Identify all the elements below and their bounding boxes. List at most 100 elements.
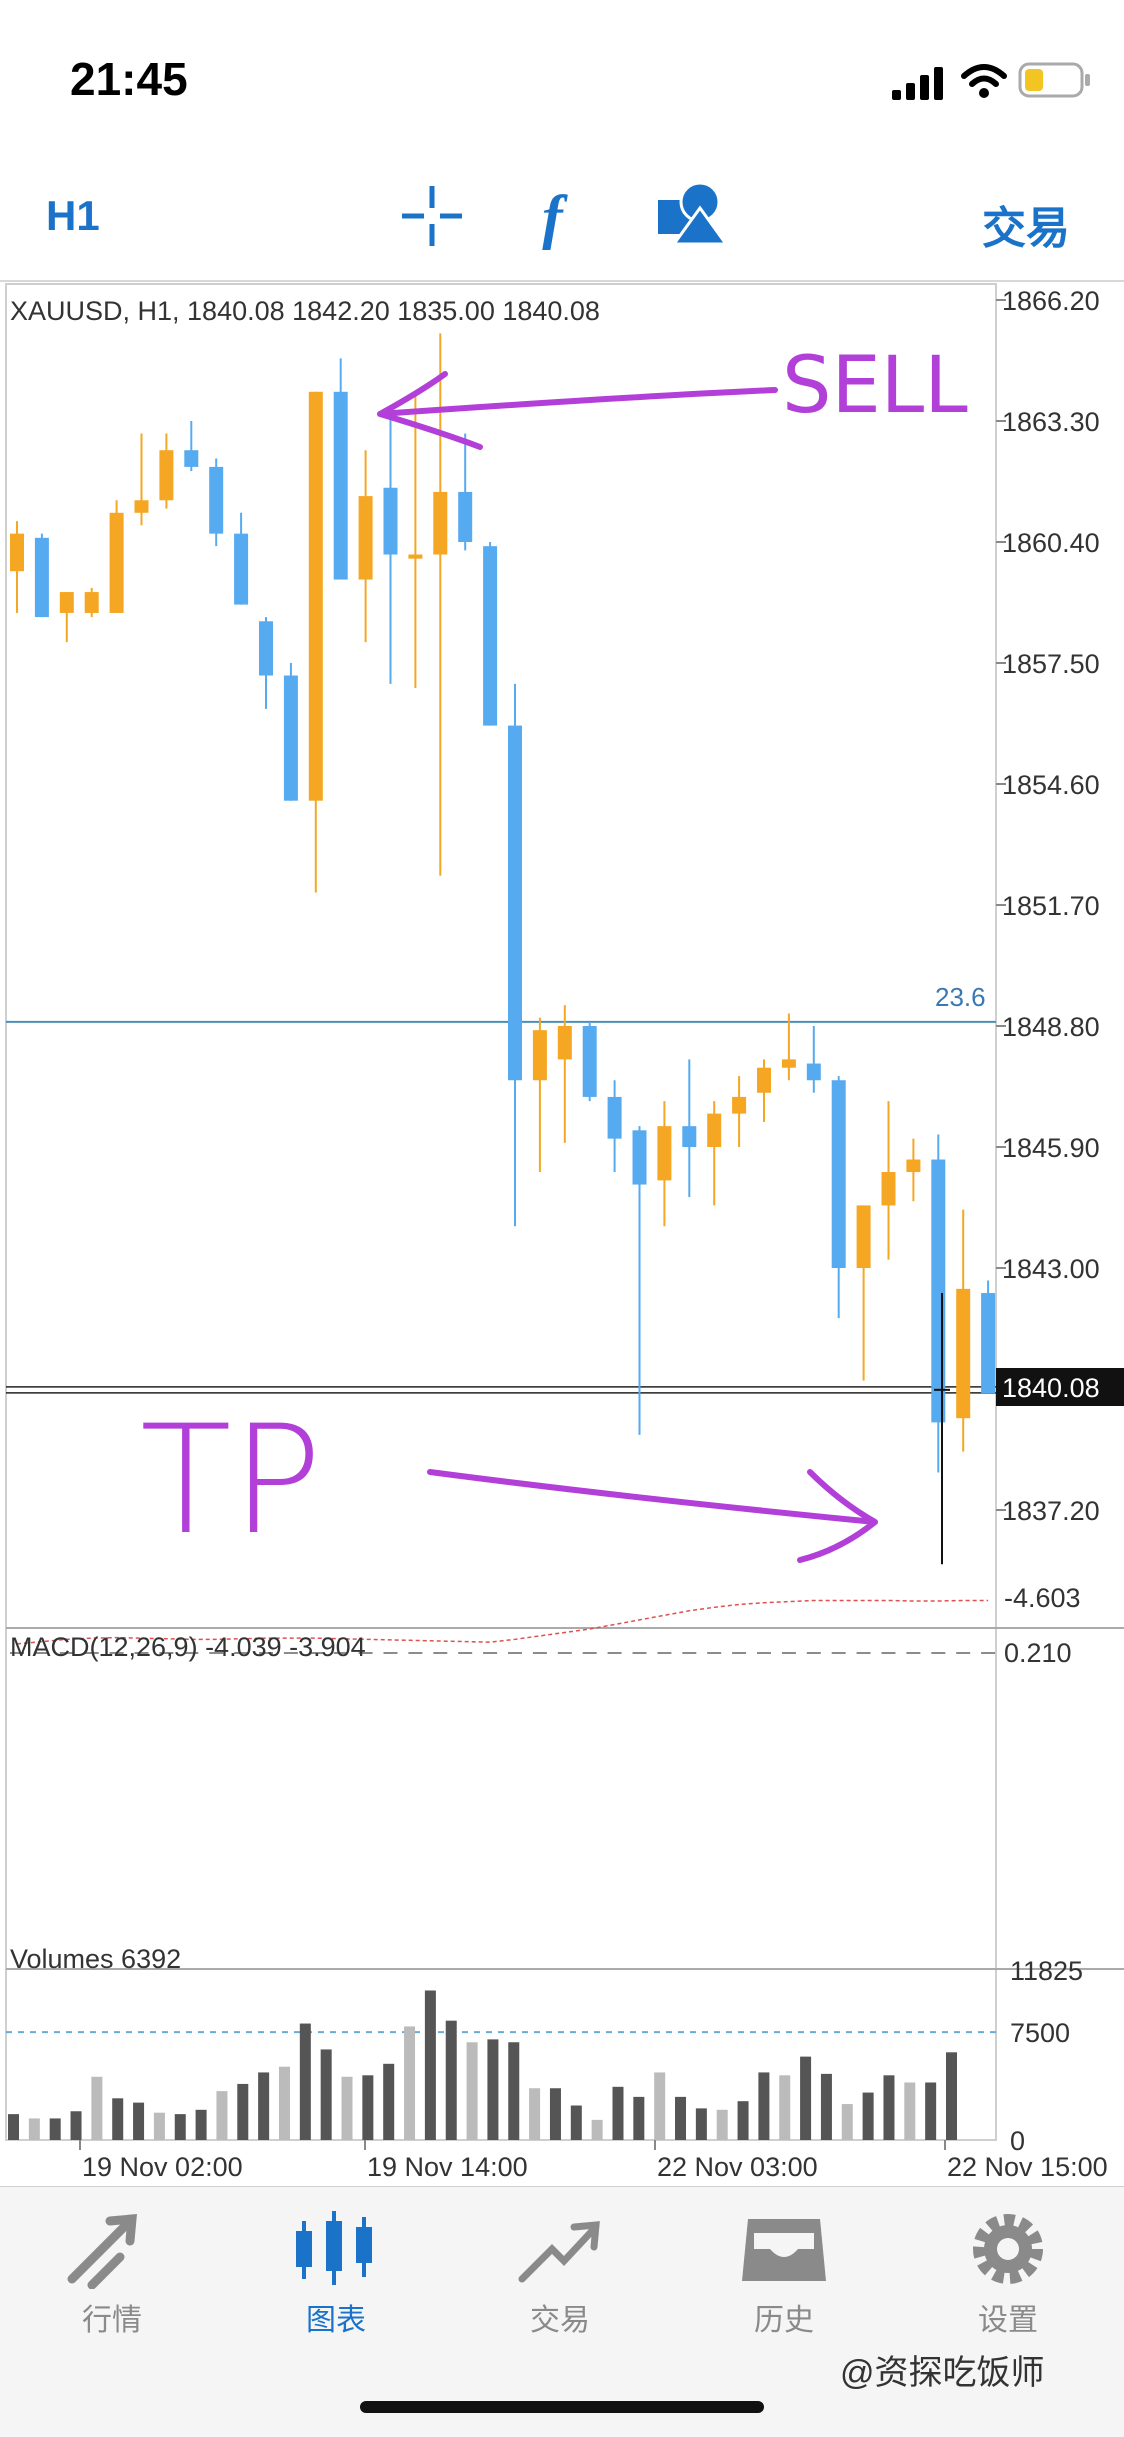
crosshair-icon[interactable] bbox=[400, 184, 464, 248]
candle bbox=[84, 587, 99, 618]
macd-bar bbox=[34, 1652, 49, 1654]
price-label-current: 1840.08 bbox=[996, 1368, 1124, 1406]
candle-body bbox=[283, 675, 298, 801]
volume-bar bbox=[841, 2104, 853, 2140]
price-tick-label: 1863.30 bbox=[1002, 407, 1100, 437]
candle-body bbox=[607, 1096, 622, 1139]
macd-tick-label: 0.210 bbox=[1004, 1638, 1072, 1668]
price-tick-label: 1843.00 bbox=[1002, 1254, 1100, 1284]
fib-label: 23.6 bbox=[935, 982, 986, 1012]
candle bbox=[682, 1059, 697, 1198]
candle bbox=[333, 358, 348, 580]
candle bbox=[856, 1205, 871, 1381]
tab-quotes[interactable]: 行情 bbox=[0, 2187, 224, 2387]
candle bbox=[383, 412, 398, 684]
macd-bar bbox=[682, 1652, 697, 1654]
candle-body bbox=[184, 450, 199, 467]
volume-bar bbox=[737, 2101, 749, 2140]
watermark: @资探吃饭师 bbox=[840, 2354, 1045, 2392]
trade-button[interactable]: 交易 bbox=[982, 204, 1070, 253]
volume-bar bbox=[904, 2082, 916, 2140]
volume-bar bbox=[49, 2118, 61, 2140]
candle bbox=[831, 1076, 846, 1319]
tab-trade[interactable]: 交易 bbox=[448, 2187, 672, 2387]
price-chart[interactable]: 1866.20 1863.30 1860.40 1857.50 1854.60 1851.… bbox=[0, 282, 1124, 2186]
macd-tick-label: -4.603 bbox=[1004, 1583, 1081, 1613]
macd-bar bbox=[781, 1652, 796, 1654]
volume-bar bbox=[195, 2109, 207, 2140]
volume-bar bbox=[445, 2020, 457, 2140]
volume-bar bbox=[529, 2088, 541, 2140]
time-tick-label: 22 Nov 15:00 bbox=[947, 2152, 1108, 2182]
inbox-icon bbox=[742, 2219, 826, 2281]
volume-bar bbox=[487, 2039, 499, 2140]
candle-body bbox=[582, 1026, 597, 1097]
macd-bar bbox=[408, 1652, 423, 1654]
tab-history[interactable]: 历史 bbox=[672, 2187, 896, 2387]
volume-bar bbox=[112, 2098, 124, 2140]
volume-bar bbox=[404, 2026, 416, 2140]
price-tick-label: 1854.60 bbox=[1002, 770, 1100, 800]
svg-text:1840.08: 1840.08 bbox=[1002, 1373, 1100, 1403]
candle-body bbox=[508, 725, 522, 1081]
macd-label: MACD(12,26,9) -4.039 -3.904 bbox=[10, 1632, 366, 1662]
volume-bar bbox=[570, 2105, 582, 2140]
tab-settings[interactable]: 设置 bbox=[896, 2187, 1120, 2387]
volume-bar bbox=[28, 2118, 40, 2140]
objects-icon[interactable] bbox=[656, 180, 728, 246]
volume-bar bbox=[800, 2056, 812, 2140]
candle-body bbox=[657, 1126, 672, 1181]
candle-body bbox=[931, 1159, 946, 1423]
candle bbox=[732, 1076, 747, 1147]
svg-text:SELL: SELL bbox=[782, 341, 968, 431]
candle-body bbox=[856, 1205, 871, 1268]
candle bbox=[632, 1126, 647, 1435]
time-tick-label: 22 Nov 03:00 bbox=[657, 2152, 818, 2182]
price-tick-label: 1845.90 bbox=[1002, 1133, 1100, 1163]
wifi-icon bbox=[961, 64, 1007, 98]
candle bbox=[458, 433, 473, 551]
candle bbox=[10, 521, 24, 613]
candle-body bbox=[881, 1172, 896, 1206]
macd-bar bbox=[657, 1652, 672, 1654]
candle-body bbox=[483, 546, 498, 726]
annotation-tp: TP bbox=[140, 1394, 878, 1568]
macd-bar bbox=[308, 1652, 323, 1654]
volume-bar bbox=[216, 2091, 228, 2140]
chart-header: XAUUSD, H1, 1840.08 1842.20 1835.00 1840… bbox=[10, 296, 600, 326]
volume-bar bbox=[237, 2083, 249, 2140]
volume-bar bbox=[153, 2112, 165, 2140]
macd-bar bbox=[732, 1652, 747, 1654]
macd-bar bbox=[956, 1652, 971, 1654]
price-tick-label: 1837.20 bbox=[1002, 1496, 1100, 1526]
macd-bar bbox=[981, 1652, 996, 1654]
volume-bar bbox=[591, 2119, 603, 2140]
candle-body bbox=[134, 500, 149, 513]
indicator-f-icon[interactable]: f bbox=[536, 184, 586, 250]
volume-bar bbox=[466, 2042, 478, 2140]
candle bbox=[607, 1080, 622, 1173]
candle-body bbox=[10, 533, 24, 572]
macd-bar bbox=[134, 1652, 149, 1654]
candle-body bbox=[159, 450, 174, 501]
timeframe-button[interactable]: H1 bbox=[46, 192, 100, 239]
macd-bar bbox=[59, 1652, 74, 1654]
candle-body bbox=[308, 391, 323, 801]
quotes-arrows-icon bbox=[67, 2214, 137, 2289]
candle-body bbox=[34, 537, 49, 618]
volume-bar bbox=[862, 2092, 874, 2140]
volume-bar bbox=[758, 2072, 770, 2140]
candle bbox=[483, 542, 498, 726]
candle-body bbox=[408, 554, 423, 559]
time-tick-label: 19 Nov 14:00 bbox=[367, 2152, 528, 2182]
status-time: 21:45 bbox=[70, 53, 188, 105]
volume-bar bbox=[883, 2075, 895, 2140]
macd-bar bbox=[259, 1652, 273, 1654]
macd-bar bbox=[458, 1652, 473, 1654]
candle bbox=[806, 1026, 821, 1093]
volume-bar bbox=[320, 2049, 332, 2140]
macd-bar bbox=[906, 1652, 921, 1654]
tab-chart[interactable]: 图表 bbox=[224, 2187, 448, 2387]
candle-body bbox=[707, 1113, 722, 1147]
candle bbox=[259, 617, 273, 709]
